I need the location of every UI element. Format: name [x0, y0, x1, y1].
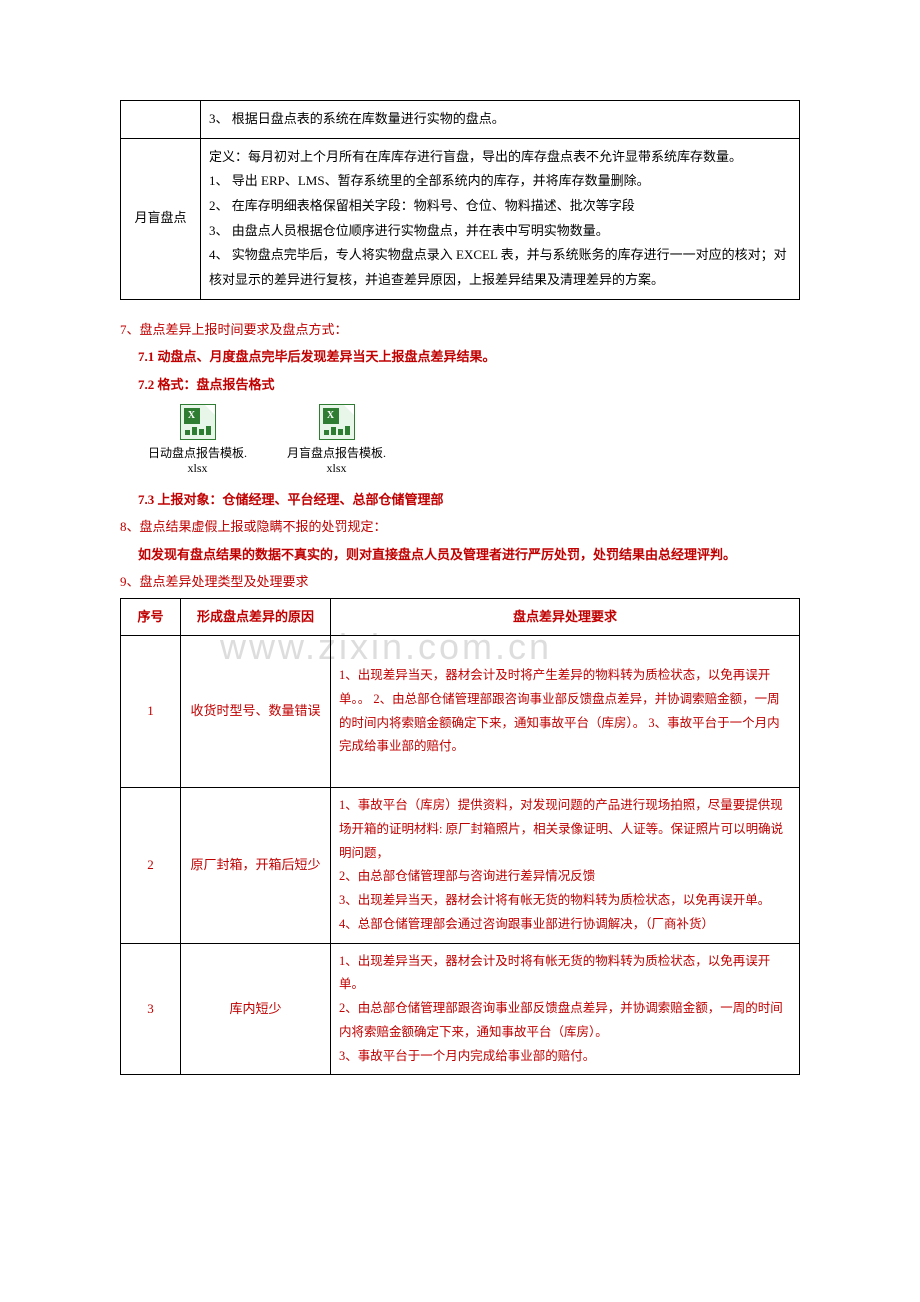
header-req: 盘点差异处理要求	[331, 598, 800, 636]
section-7-1: 7.1 动盘点、月度盘点完毕后发现差异当天上报盘点差异结果。	[120, 345, 800, 368]
xlsx-icon: X	[180, 404, 216, 440]
discrepancy-table: 序号 形成盘点差异的原因 盘点差异处理要求 1 收货时型号、数量错误 1、出现差…	[120, 598, 800, 1076]
empty-cell	[121, 101, 201, 139]
section-8-body: 如发现有盘点结果的数据不真实的，则对直接盘点人员及管理者进行严厉处罚，处罚结果由…	[120, 543, 800, 566]
row-prev-step3: 3、 根据日盘点表的系统在库数量进行实物的盘点。	[201, 101, 800, 139]
procedure-table: 3、 根据日盘点表的系统在库数量进行实物的盘点。 月盲盘点 定义：每月初对上个月…	[120, 100, 800, 300]
section-7-title: 7、盘点差异上报时间要求及盘点方式：	[120, 318, 800, 341]
row1-seq: 1	[121, 636, 181, 788]
file-daily-template[interactable]: X 日动盘点报告模板. xlsx	[148, 404, 247, 476]
file-ext-2: xlsx	[287, 461, 386, 476]
section-9-title: 9、盘点差异处理类型及处理要求	[120, 570, 800, 593]
header-seq: 序号	[121, 598, 181, 636]
document-page: 3、 根据日盘点表的系统在库数量进行实物的盘点。 月盲盘点 定义：每月初对上个月…	[0, 0, 920, 1173]
row2-reason: 原厂封箱，开箱后短少	[181, 788, 331, 944]
file-name-2: 月盲盘点报告模板.	[287, 444, 386, 461]
row1-req: 1、出现差异当天，器材会计及时将产生差异的物料转为质检状态，以免再误开单。。 2…	[331, 636, 800, 788]
file-ext-1: xlsx	[148, 461, 247, 476]
row3-reason: 库内短少	[181, 943, 331, 1075]
section-8-title: 8、盘点结果虚假上报或隐瞒不报的处罚规定：	[120, 515, 800, 538]
table-row: 3 库内短少 1、出现差异当天，器材会计及时将有帐无货的物料转为质检状态，以免再…	[121, 943, 800, 1075]
file-name-1: 日动盘点报告模板.	[148, 444, 247, 461]
row3-req: 1、出现差异当天，器材会计及时将有帐无货的物料转为质检状态，以免再误开单。 2、…	[331, 943, 800, 1075]
section-7-3: 7.3 上报对象：仓储经理、平台经理、总部仓储管理部	[120, 488, 800, 511]
row2-req: 1、事故平台（库房）提供资料，对发现问题的产品进行现场拍照，尽量要提供现场开箱的…	[331, 788, 800, 944]
table-row: 1 收货时型号、数量错误 1、出现差异当天，器材会计及时将产生差异的物料转为质检…	[121, 636, 800, 788]
row1-reason: 收货时型号、数量错误	[181, 636, 331, 788]
row2-seq: 2	[121, 788, 181, 944]
file-monthly-template[interactable]: X 月盲盘点报告模板. xlsx	[287, 404, 386, 476]
template-files-row: X 日动盘点报告模板. xlsx X 月盲盘点报告模板. xlsx	[148, 404, 800, 476]
monthly-blind-label: 月盲盘点	[121, 138, 201, 299]
section-7-2: 7.2 格式：盘点报告格式	[120, 373, 800, 396]
header-reason: 形成盘点差异的原因	[181, 598, 331, 636]
table-row: 2 原厂封箱，开箱后短少 1、事故平台（库房）提供资料，对发现问题的产品进行现场…	[121, 788, 800, 944]
xlsx-icon: X	[319, 404, 355, 440]
monthly-blind-body: 定义：每月初对上个月所有在库库存进行盲盘，导出的库存盘点表不允许显带系统库存数量…	[201, 138, 800, 299]
row3-seq: 3	[121, 943, 181, 1075]
